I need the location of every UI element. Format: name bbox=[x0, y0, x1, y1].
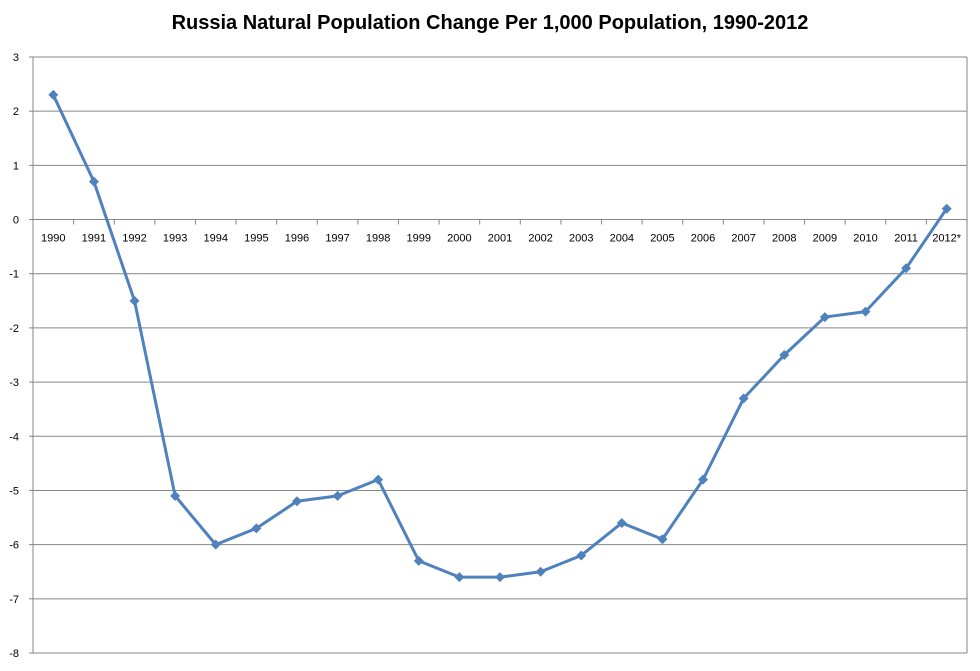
x-tick-label: 2005 bbox=[650, 233, 674, 245]
data-point-marker bbox=[454, 572, 465, 583]
data-point-marker bbox=[373, 474, 384, 485]
x-tick-label: 2009 bbox=[813, 233, 837, 245]
x-tick-label: 2003 bbox=[569, 233, 593, 245]
y-tick-label: 0 bbox=[13, 215, 19, 227]
data-point-marker bbox=[779, 350, 790, 360]
data-point-marker bbox=[48, 89, 59, 100]
x-tick-label: 1997 bbox=[325, 233, 349, 245]
data-point-marker bbox=[941, 203, 952, 214]
data-point-marker bbox=[535, 566, 546, 577]
data-point-marker bbox=[332, 490, 343, 501]
x-tick-label: 2000 bbox=[447, 233, 471, 245]
y-tick-label: -2 bbox=[9, 323, 19, 335]
data-point-marker bbox=[901, 263, 912, 274]
data-point-marker bbox=[210, 539, 221, 550]
x-tick-label: 2012* bbox=[932, 233, 961, 245]
y-tick-label: -3 bbox=[9, 377, 19, 389]
data-point-marker bbox=[738, 393, 749, 404]
x-tick-label: 2006 bbox=[691, 233, 715, 245]
x-tick-label: 2007 bbox=[731, 233, 755, 245]
data-point-marker bbox=[698, 474, 709, 485]
data-point-marker bbox=[819, 312, 830, 323]
data-point-marker bbox=[251, 523, 262, 534]
x-tick-labels: 1990 1991 1992 1993 1994 1995 1996 1997 1998 1999… bbox=[41, 233, 962, 245]
data-point-marker bbox=[495, 572, 505, 583]
x-tick-label: 1995 bbox=[244, 233, 268, 245]
x-tick-label: 1990 bbox=[41, 233, 65, 245]
x-tick-label: 2008 bbox=[772, 233, 796, 245]
x-tick-label: 1991 bbox=[82, 233, 106, 245]
data-point-marker bbox=[860, 306, 871, 317]
data-point-marker bbox=[88, 176, 99, 187]
series-line bbox=[51, 94, 948, 579]
x-tick-label: 1993 bbox=[163, 233, 187, 245]
data-point-marker bbox=[291, 496, 302, 507]
x-tick-label: 1999 bbox=[407, 233, 431, 245]
series-group bbox=[48, 89, 952, 583]
x-tick-label: 2001 bbox=[488, 233, 512, 245]
y-tick-label: 3 bbox=[13, 52, 19, 64]
data-point-marker bbox=[657, 534, 668, 545]
y-tick-label: 2 bbox=[13, 106, 19, 118]
y-tick-label: -8 bbox=[9, 648, 19, 660]
data-point-marker bbox=[576, 550, 587, 561]
y-tick-label: -5 bbox=[9, 485, 19, 497]
y-tick-label: -7 bbox=[9, 594, 19, 606]
x-tick-label: 2010 bbox=[853, 233, 877, 245]
data-point-marker bbox=[616, 517, 627, 528]
axes bbox=[29, 56, 968, 654]
data-point-marker bbox=[170, 490, 181, 501]
x-tick-label: 1998 bbox=[366, 233, 390, 245]
x-tick-label: 2002 bbox=[528, 233, 552, 245]
data-point-marker bbox=[413, 555, 424, 566]
y-tick-label: -4 bbox=[9, 431, 19, 443]
x-tick-label: 1996 bbox=[285, 233, 309, 245]
y-tick-label: -6 bbox=[9, 540, 19, 552]
y-tick-label: 1 bbox=[13, 160, 19, 172]
x-tick-label: 1994 bbox=[203, 233, 227, 245]
data-point-marker bbox=[129, 295, 140, 306]
x-tick-label: 2011 bbox=[894, 233, 918, 245]
y-tick-labels: 3 2 1 0 -1 -2 -3 -4 -5 -6 -7 -8 bbox=[9, 52, 19, 660]
gridlines bbox=[33, 56, 967, 654]
x-tick-label: 2004 bbox=[610, 233, 634, 245]
x-tick-label: 1992 bbox=[122, 233, 146, 245]
y-tick-label: -1 bbox=[9, 269, 19, 281]
chart-title: Russia Natural Population Change Per 1,0… bbox=[171, 12, 809, 34]
